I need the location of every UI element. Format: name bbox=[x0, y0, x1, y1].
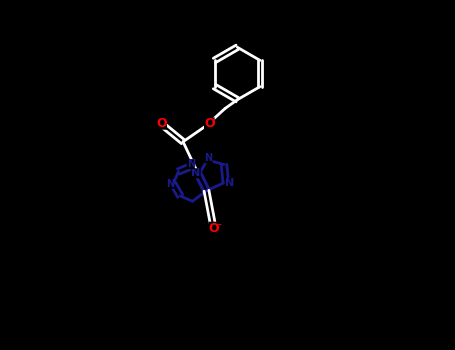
Text: N: N bbox=[225, 178, 234, 188]
Text: O: O bbox=[157, 117, 167, 130]
Text: ⁻: ⁻ bbox=[217, 222, 222, 232]
Text: N: N bbox=[166, 179, 174, 189]
Text: O: O bbox=[208, 222, 219, 235]
Text: O: O bbox=[204, 117, 215, 131]
Text: N: N bbox=[205, 153, 212, 163]
Text: N: N bbox=[192, 168, 201, 178]
Text: N: N bbox=[187, 159, 195, 169]
